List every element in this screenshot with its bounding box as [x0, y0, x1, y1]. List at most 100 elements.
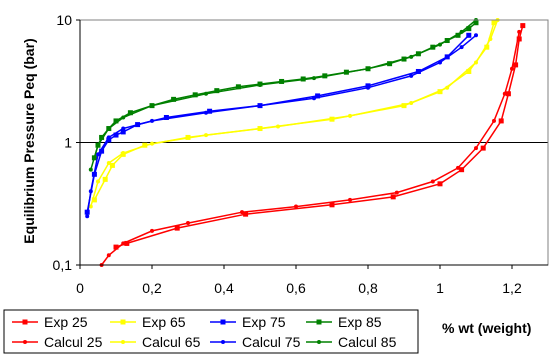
point-calcul-25-5 — [240, 210, 244, 215]
x-tick-label-1: 0,2 — [142, 280, 162, 296]
series-line-exp-25 — [115, 25, 524, 248]
series-calcul-65 — [88, 18, 500, 209]
point-exp-75-10 — [315, 93, 321, 99]
point-calcul-25-7 — [348, 197, 352, 202]
point-exp-75-3 — [106, 137, 112, 143]
point-exp-75-8 — [207, 108, 213, 114]
series-calcul-75 — [85, 33, 478, 219]
point-calcul-65-7 — [348, 113, 352, 118]
legend-marker-exp-75 — [220, 319, 226, 325]
legend-marker-exp-25 — [22, 319, 28, 325]
point-exp-75-4 — [113, 132, 119, 138]
series-line-exp-85 — [93, 22, 477, 159]
point-calcul-85-9 — [409, 54, 414, 59]
point-exp-25-12 — [516, 36, 522, 42]
point-exp-65-9 — [437, 89, 443, 95]
point-exp-85-4 — [113, 118, 119, 124]
point-calcul-25-9 — [430, 179, 435, 184]
point-exp-65-12 — [491, 20, 497, 26]
legend-marker-calcul-65 — [121, 340, 125, 344]
point-calcul-75-8 — [312, 96, 316, 101]
point-exp-85-7 — [171, 96, 177, 102]
legend-item-calcul-75: Calcul 75 — [210, 334, 301, 350]
point-calcul-85-2 — [106, 126, 111, 131]
point-calcul-25-15 — [517, 29, 522, 34]
point-exp-75-2 — [99, 148, 105, 154]
legend-item-calcul-65: Calcul 65 — [110, 334, 201, 350]
point-calcul-85-0 — [88, 167, 93, 172]
y-tick-label-2: 10 — [56, 12, 72, 28]
point-exp-85-23 — [466, 26, 472, 32]
x-tick-label-3: 0,6 — [286, 280, 306, 296]
point-calcul-25-8 — [394, 190, 399, 195]
point-calcul-25-10 — [456, 165, 460, 170]
legend-item-calcul-25: Calcul 25 — [12, 334, 103, 350]
point-calcul-25-1 — [106, 253, 111, 258]
legend-marker-calcul-85 — [317, 340, 321, 344]
y-tick-label-1: 1 — [64, 135, 72, 151]
legend-label-exp-75: Exp 75 — [242, 314, 286, 330]
legend-marker-calcul-25 — [23, 340, 27, 344]
point-calcul-25-12 — [492, 118, 496, 123]
point-calcul-75-13 — [474, 33, 478, 38]
point-exp-25-9 — [498, 118, 504, 124]
point-calcul-25-14 — [510, 66, 514, 71]
point-calcul-75-4 — [121, 126, 126, 131]
point-exp-25-8 — [480, 145, 486, 151]
series-exp-65 — [91, 20, 497, 203]
series-line-exp-75 — [86, 34, 470, 213]
legend-label-calcul-75: Calcul 75 — [242, 334, 301, 350]
point-calcul-75-12 — [459, 45, 464, 50]
point-calcul-65-8 — [409, 101, 414, 106]
series-line-calcul-85 — [90, 19, 477, 170]
point-calcul-85-6 — [258, 82, 262, 87]
point-exp-25-2 — [174, 225, 180, 231]
series-exp-25 — [113, 23, 526, 250]
point-calcul-65-2 — [106, 161, 111, 166]
plot-series — [84, 18, 526, 267]
series-line-calcul-75 — [86, 34, 477, 217]
point-calcul-75-5 — [150, 118, 154, 123]
legend-label-exp-25: Exp 25 — [44, 314, 88, 330]
point-calcul-85-1 — [96, 143, 100, 148]
point-calcul-25-4 — [186, 221, 190, 226]
legend-label-calcul-85: Calcul 85 — [338, 334, 397, 350]
point-calcul-65-4 — [150, 141, 154, 146]
point-exp-75-12 — [415, 68, 421, 74]
point-exp-85-12 — [279, 78, 285, 84]
point-calcul-25-6 — [294, 204, 298, 209]
point-calcul-25-13 — [502, 91, 507, 96]
legend-item-calcul-85: Calcul 85 — [306, 334, 397, 350]
x-tick-label-0: 0 — [76, 280, 84, 296]
point-calcul-85-5 — [204, 91, 208, 96]
point-exp-75-5 — [120, 129, 126, 135]
point-exp-85-5 — [127, 110, 133, 116]
point-exp-85-8 — [192, 92, 198, 98]
point-exp-85-2 — [99, 134, 105, 140]
point-calcul-65-6 — [276, 124, 280, 129]
point-exp-85-17 — [387, 61, 393, 67]
point-calcul-85-4 — [150, 103, 154, 108]
legend-box — [3, 309, 419, 354]
point-calcul-65-1 — [96, 179, 100, 184]
point-exp-25-0 — [113, 244, 119, 250]
axes: 0,1 1 10 0 0,2 0,4 0,6 0,8 1 1,2 — [53, 12, 549, 296]
point-exp-85-24 — [473, 20, 479, 26]
x-tick-label-5: 1 — [436, 280, 444, 296]
point-exp-25-10 — [505, 91, 511, 97]
legend-marker-exp-65 — [120, 319, 126, 325]
point-calcul-75-10 — [409, 73, 414, 78]
point-calcul-85-10 — [438, 42, 442, 47]
point-calcul-75-3 — [106, 135, 111, 140]
point-calcul-85-3 — [121, 115, 126, 120]
point-calcul-75-9 — [366, 85, 370, 90]
point-exp-25-13 — [520, 23, 526, 29]
point-calcul-65-3 — [121, 151, 126, 156]
x-axis-label: % wt (weight) — [442, 320, 531, 336]
point-exp-65-0 — [91, 197, 97, 203]
point-exp-65-11 — [484, 44, 490, 50]
point-exp-85-10 — [235, 84, 241, 90]
point-exp-65-2 — [109, 162, 115, 168]
point-exp-25-11 — [513, 62, 519, 68]
